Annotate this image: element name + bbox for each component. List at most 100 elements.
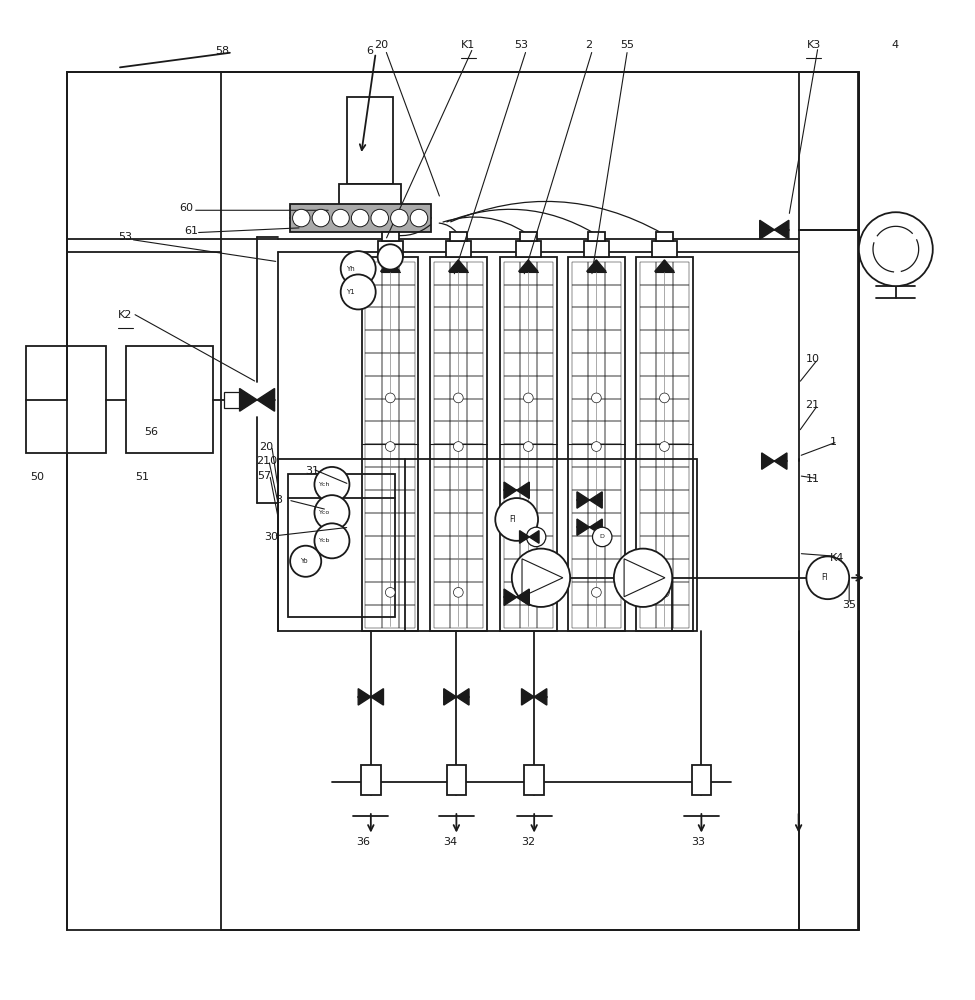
Bar	[588, 421, 604, 444]
Bar	[640, 262, 656, 285]
Polygon shape	[590, 492, 603, 508]
Bar	[450, 605, 467, 628]
Bar	[640, 353, 656, 376]
Bar	[382, 353, 399, 376]
Bar	[503, 421, 520, 444]
Bar	[571, 490, 588, 513]
Polygon shape	[444, 689, 456, 705]
Bar	[571, 353, 588, 376]
Circle shape	[453, 587, 463, 597]
Bar	[656, 353, 673, 376]
Text: 60: 60	[179, 203, 193, 213]
Bar	[516, 241, 541, 257]
Bar	[434, 605, 450, 628]
Bar	[366, 307, 382, 330]
Bar	[503, 467, 520, 490]
Bar	[399, 307, 415, 330]
Bar	[382, 513, 399, 536]
Circle shape	[659, 393, 669, 403]
Bar	[571, 421, 588, 444]
Text: 53: 53	[514, 40, 527, 50]
Text: 36: 36	[356, 837, 370, 847]
Bar	[503, 330, 520, 353]
Bar	[366, 376, 382, 399]
Text: K2: K2	[118, 310, 133, 320]
Bar	[381, 232, 399, 241]
Bar	[450, 444, 467, 467]
Bar	[434, 513, 450, 536]
Bar	[604, 536, 621, 559]
Bar	[640, 467, 656, 490]
Bar	[66, 72, 859, 930]
Bar	[536, 376, 553, 399]
Bar	[673, 467, 689, 490]
Bar	[656, 444, 673, 467]
Bar	[450, 490, 467, 513]
Bar	[467, 559, 484, 582]
Circle shape	[512, 549, 570, 607]
Bar	[503, 582, 520, 605]
Bar	[604, 421, 621, 444]
Bar	[673, 421, 689, 444]
Bar	[520, 285, 536, 307]
Bar	[279, 459, 696, 631]
Bar	[640, 444, 656, 467]
Bar	[673, 330, 689, 353]
Circle shape	[332, 209, 349, 227]
Polygon shape	[774, 453, 787, 469]
Bar	[691, 765, 711, 795]
Bar	[377, 241, 403, 257]
Bar	[656, 285, 673, 307]
Text: 210: 210	[256, 456, 277, 466]
Bar	[366, 421, 382, 444]
Text: 2: 2	[585, 40, 592, 50]
Bar	[366, 444, 382, 467]
Text: D: D	[600, 534, 604, 539]
Bar	[450, 582, 467, 605]
Bar	[503, 376, 520, 399]
Polygon shape	[519, 260, 538, 272]
Bar	[399, 559, 415, 582]
Bar	[382, 490, 399, 513]
Circle shape	[524, 442, 533, 451]
Bar	[382, 399, 399, 421]
Text: 57: 57	[257, 471, 271, 481]
Bar	[221, 72, 858, 930]
Bar	[520, 490, 536, 513]
Bar	[571, 559, 588, 582]
Bar	[500, 257, 557, 631]
Bar	[656, 262, 673, 285]
Text: 3: 3	[276, 495, 283, 505]
Bar	[588, 444, 604, 467]
Bar	[434, 559, 450, 582]
Bar	[366, 582, 382, 605]
Bar	[588, 559, 604, 582]
Bar	[467, 399, 484, 421]
Bar	[588, 353, 604, 376]
Circle shape	[453, 393, 463, 403]
Polygon shape	[774, 220, 789, 239]
Bar	[673, 399, 689, 421]
Bar	[399, 421, 415, 444]
Circle shape	[495, 498, 538, 541]
Bar	[656, 330, 673, 353]
Bar	[656, 399, 673, 421]
Circle shape	[377, 244, 403, 270]
Bar	[640, 285, 656, 307]
Circle shape	[524, 393, 533, 403]
Bar	[520, 559, 536, 582]
Bar	[673, 559, 689, 582]
Text: Yco: Yco	[319, 510, 331, 515]
Bar	[673, 536, 689, 559]
Bar	[126, 346, 214, 453]
Bar	[571, 582, 588, 605]
Bar	[673, 353, 689, 376]
Bar	[366, 559, 382, 582]
Polygon shape	[761, 453, 774, 469]
Bar	[434, 285, 450, 307]
Bar	[604, 376, 621, 399]
Bar	[450, 285, 467, 307]
Polygon shape	[504, 482, 517, 498]
Text: Yo: Yo	[300, 558, 307, 564]
Text: 55: 55	[620, 40, 634, 50]
